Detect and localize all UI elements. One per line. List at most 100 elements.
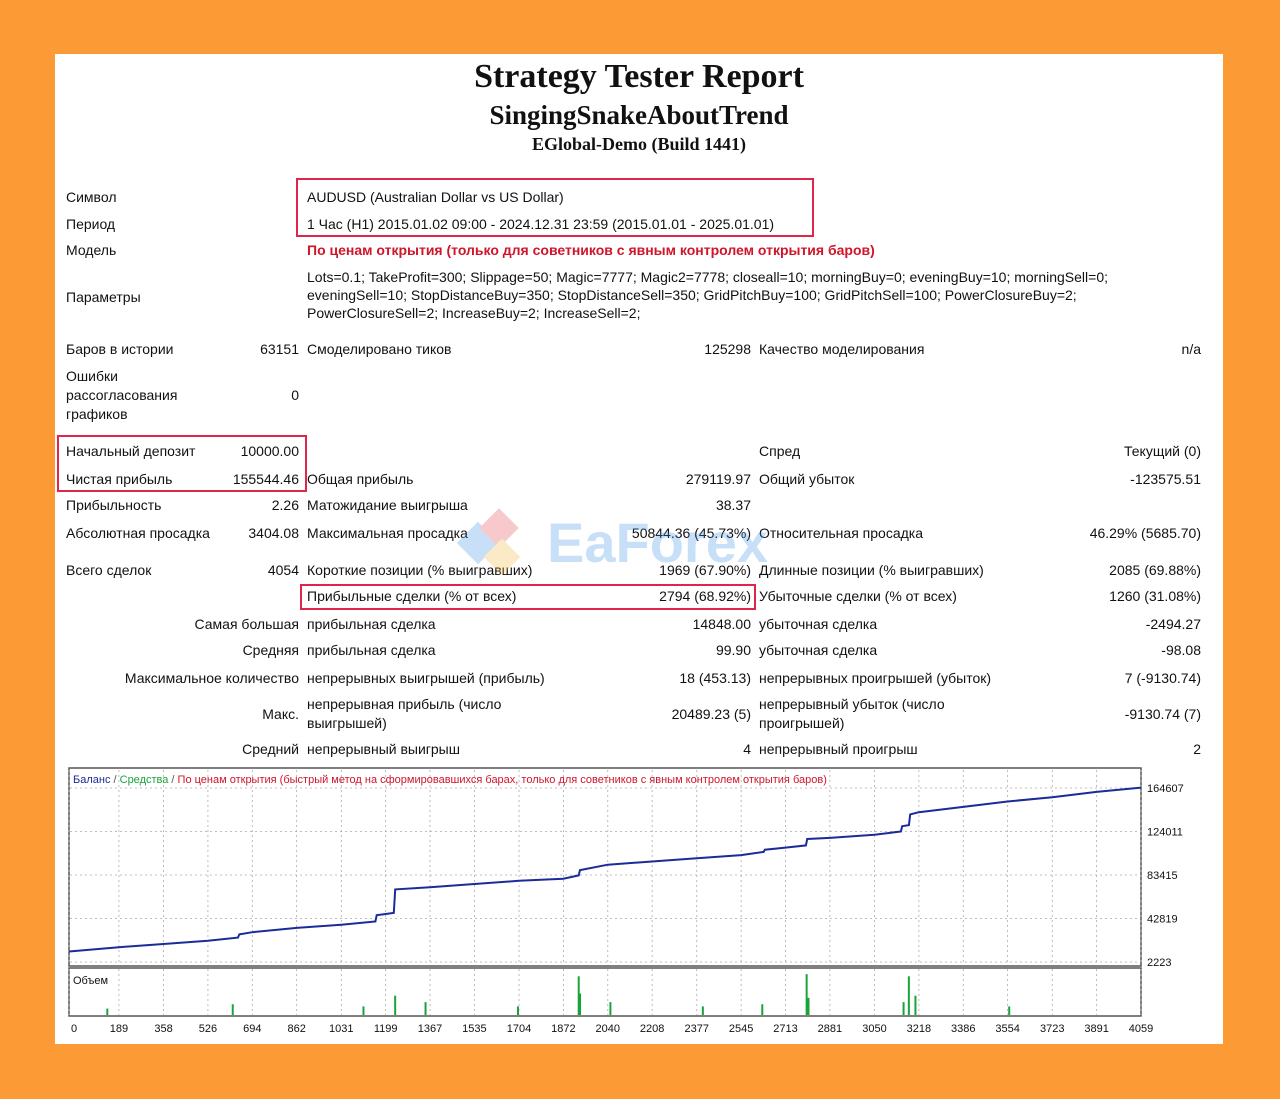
- watermark-text: EaForex: [547, 511, 768, 574]
- x-tick-label: 3050: [862, 1023, 886, 1035]
- average-loss-value: -98.08: [1161, 642, 1201, 658]
- report-title: Strategy Tester Report: [474, 58, 804, 95]
- abs-drawdown-label: Абсолютная просадка: [66, 525, 210, 541]
- model-label: Модель: [66, 242, 117, 258]
- average-label: Средняя: [242, 642, 299, 658]
- net-profit-label: Чистая прибыль: [66, 471, 173, 487]
- bars-label: Баров в истории: [66, 341, 174, 357]
- x-tick-label: 3386: [951, 1023, 975, 1035]
- avg-cons-losses-value: 2: [1193, 741, 1201, 757]
- x-tick-label: 189: [110, 1023, 128, 1035]
- watermark-icon: [456, 508, 521, 576]
- x-tick-label: 694: [243, 1023, 261, 1035]
- balance-chart: 2223 42819 83415 124011 164607 0 189 358 526 694…: [68, 767, 1184, 1035]
- maxcount-losses-label: непрерывных проигрышей (убыток): [759, 670, 992, 686]
- quality-label: Качество моделирования: [759, 341, 925, 357]
- volume-plot-frame: [68, 967, 1142, 1017]
- total-trades-value: 4054: [267, 562, 299, 578]
- largest-loss-label: убыточная сделка: [759, 616, 878, 632]
- profit-trades-label: Прибыльные сделки (% от всех): [307, 588, 517, 604]
- x-tick-label: 2040: [596, 1023, 620, 1035]
- symbol-label: Символ: [66, 189, 117, 205]
- average-profit-label: прибыльная сделка: [307, 642, 436, 658]
- highlight-symbol-period: [296, 178, 814, 237]
- x-tick-label: 2208: [640, 1023, 664, 1035]
- gross-profit-label: Общая прибыль: [307, 471, 414, 487]
- maxcount-losses-value: 7 (-9130.74): [1124, 670, 1201, 686]
- profit-factor-value: 2.26: [271, 497, 299, 513]
- average-loss-label: убыточная сделка: [759, 642, 878, 658]
- largest-profit-value: 14848.00: [692, 616, 751, 632]
- avg-cons-wins-label: непрерывный выигрыш: [307, 741, 460, 757]
- main-plot-frame: [68, 767, 1142, 967]
- x-tick-label: 1031: [329, 1023, 353, 1035]
- x-tick-label: 526: [199, 1023, 217, 1035]
- short-positions-value: 1969 (67.90%): [659, 562, 751, 578]
- total-trades-label: Всего сделок: [66, 562, 152, 578]
- x-tick-label: 2545: [729, 1023, 753, 1035]
- profit-trades-value: 2794 (68.92%): [659, 588, 751, 604]
- params-value: Lots=0.1; TakeProfit=300; Slippage=50; M…: [307, 269, 1109, 321]
- legend-separator-2: /: [168, 774, 177, 786]
- x-tick-label: 1535: [462, 1023, 486, 1035]
- errors-label-3: графиков: [66, 406, 128, 422]
- loss-trades-label: Убыточные сделки (% от всех): [759, 588, 957, 604]
- errors-label-2: рассогласования: [66, 387, 178, 403]
- period-value: 1 Час (H1) 2015.01.02 09:00 - 2024.12.31…: [307, 216, 775, 232]
- deposit-value: 10000.00: [240, 443, 299, 459]
- x-tick-label: 3723: [1040, 1023, 1064, 1035]
- watermark-logo: EaForex: [455, 506, 835, 586]
- chart-legend: Баланс / Средства / По ценам открытия (б…: [73, 774, 827, 786]
- max-loss-label-1: непрерывный убыток (число: [759, 696, 945, 712]
- y-tick-label: 83415: [1147, 870, 1178, 882]
- y-tick-label: 124011: [1147, 827, 1183, 839]
- errors-value: 0: [291, 387, 299, 403]
- server-name: EGlobal-Demo (Build 1441): [531, 134, 746, 154]
- legend-model: По ценам открытия (быстрый метод на сфор…: [178, 774, 827, 786]
- params-label: Параметры: [66, 289, 141, 305]
- quality-value: n/a: [1181, 341, 1201, 357]
- gross-profit-value: 279119.97: [685, 471, 751, 487]
- legend-equity: Средства: [120, 774, 170, 786]
- ticks-value: 125298: [704, 341, 751, 357]
- deposit-label: Начальный депозит: [66, 443, 196, 459]
- x-tick-label: 0: [71, 1023, 77, 1035]
- max-loss-value: -9130.74 (7): [1124, 706, 1201, 722]
- legend-separator-1: /: [110, 774, 119, 786]
- spread-label: Спред: [759, 443, 801, 459]
- max-loss-label-2: проигрышей): [759, 715, 845, 731]
- y-tick-label: 2223: [1147, 957, 1171, 969]
- volume-label: Объем: [73, 975, 108, 987]
- average-profit-value: 99.90: [715, 642, 751, 658]
- profit-factor-label: Прибыльность: [66, 497, 162, 513]
- x-tick-label: 358: [154, 1023, 172, 1035]
- expected-payoff-label: Матожидание выигрыша: [307, 497, 468, 513]
- maxcount-wins-value: 18 (453.13): [679, 670, 751, 686]
- expected-payoff-value: 38.37: [715, 497, 751, 513]
- x-tick-label: 3554: [995, 1023, 1019, 1035]
- x-tick-label: 1872: [551, 1023, 575, 1035]
- x-tick-label: 2713: [773, 1023, 797, 1035]
- spread-value: Текущий (0): [1124, 443, 1201, 459]
- x-tick-label: 3891: [1084, 1023, 1108, 1035]
- ticks-label: Смоделировано тиков: [307, 341, 452, 357]
- avg-cons-losses-label: непрерывный проигрыш: [759, 741, 918, 757]
- max-label: Макс.: [262, 706, 299, 722]
- errors-label-1: Ошибки: [66, 368, 118, 384]
- largest-label: Самая большая: [194, 616, 300, 632]
- period-label: Период: [66, 216, 116, 232]
- avg-cons-label: Средний: [242, 741, 299, 757]
- avg-cons-wins-value: 4: [743, 741, 751, 757]
- x-tick-label: 862: [287, 1023, 305, 1035]
- gross-loss-value: -123575.51: [1130, 471, 1201, 487]
- legend-balance: Баланс: [73, 774, 111, 786]
- highlight-profit-trades: [300, 584, 756, 610]
- long-positions-value: 2085 (69.88%): [1109, 562, 1201, 578]
- max-profit-label-1: непрерывная прибыль (число: [307, 696, 502, 712]
- max-drawdown-value: 50844.36 (45.73%): [631, 525, 751, 541]
- ea-name: SingingSnakeAboutTrend: [489, 100, 789, 130]
- x-tick-label: 1199: [374, 1023, 398, 1035]
- max-profit-label-2: выигрышей): [307, 715, 387, 731]
- maxcount-label: Максимальное количество: [124, 670, 299, 686]
- loss-trades-value: 1260 (31.08%): [1109, 588, 1201, 604]
